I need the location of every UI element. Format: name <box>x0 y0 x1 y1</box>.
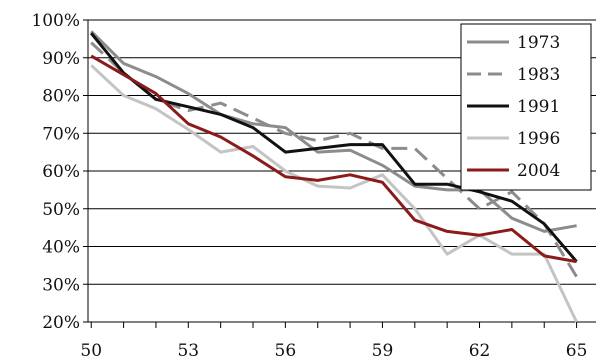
axes <box>83 19 596 328</box>
x-tick-labels: 50 53 56 59 62 65 <box>80 341 587 361</box>
series-lines <box>90 30 578 323</box>
legend-label: 1973 <box>517 33 560 53</box>
y-tick-label: 20% <box>42 313 80 333</box>
y-tick-label: 90% <box>42 49 80 69</box>
x-tick-label: 65 <box>566 341 588 361</box>
series-line-2004 <box>90 54 577 264</box>
y-tick-label: 40% <box>42 238 80 258</box>
legend-box <box>460 23 592 191</box>
legend-label: 1991 <box>517 97 560 117</box>
legend-label: 1996 <box>517 129 560 149</box>
series-line-1996 <box>90 64 578 323</box>
legend: 1973 1983 1991 1996 2004 <box>460 23 592 191</box>
y-tick-label: 70% <box>42 124 80 144</box>
x-tick-label: 50 <box>80 341 102 361</box>
legend-label: 1983 <box>517 65 560 85</box>
y-tick-label: 80% <box>42 87 80 107</box>
x-tick-label: 56 <box>275 341 297 361</box>
series-line-1973 <box>90 30 577 233</box>
x-tick-label: 53 <box>177 341 199 361</box>
grid-lines <box>88 19 596 323</box>
legend-label: 2004 <box>517 161 560 181</box>
y-tick-label: 100% <box>31 11 80 31</box>
y-tick-labels: 20% 30% 40% 50% 60% 70% 80% 90% 100% <box>31 11 80 333</box>
x-tick-label: 62 <box>469 341 491 361</box>
y-tick-label: 30% <box>42 275 80 295</box>
y-tick-label: 60% <box>42 162 80 182</box>
series-line-1983 <box>90 41 578 278</box>
series-line-1991 <box>90 32 578 263</box>
y-tick-label: 50% <box>42 200 80 220</box>
x-tick-label: 59 <box>372 341 394 361</box>
